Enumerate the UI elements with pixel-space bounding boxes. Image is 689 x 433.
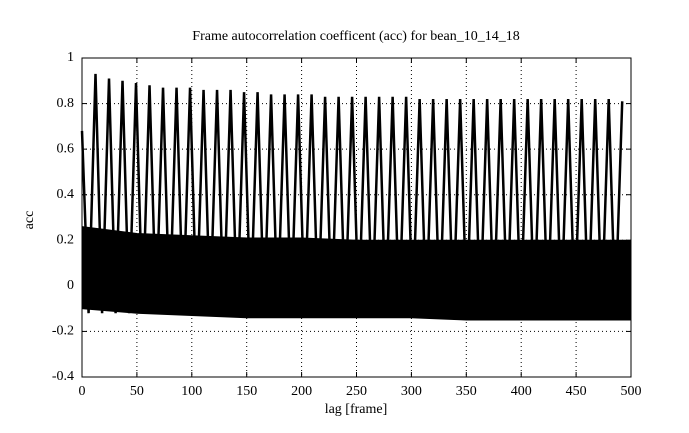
x-axis-label: lag [frame] bbox=[325, 402, 388, 417]
x-tick-label: 150 bbox=[236, 384, 257, 399]
x-tick-label: 300 bbox=[401, 384, 422, 399]
x-tick-label: 100 bbox=[181, 384, 202, 399]
chart-title: Frame autocorrelation coefficent (acc) f… bbox=[192, 29, 519, 44]
x-tick-label: 350 bbox=[456, 384, 477, 399]
x-tick-label: 200 bbox=[291, 384, 312, 399]
y-tick-label: 0 bbox=[67, 278, 74, 293]
y-tick-label: 1 bbox=[67, 50, 74, 65]
y-tick-label: -0.4 bbox=[52, 369, 74, 384]
x-tick-label: 450 bbox=[566, 384, 587, 399]
x-tick-label: 250 bbox=[346, 384, 367, 399]
acc-line bbox=[80, 73, 624, 314]
y-tick-label: -0.2 bbox=[52, 324, 74, 339]
y-tick-label: 0.4 bbox=[57, 187, 75, 202]
y-axis-label: acc bbox=[22, 211, 37, 230]
x-tick-label: 500 bbox=[621, 384, 642, 399]
y-tick-label: 0.6 bbox=[57, 141, 75, 156]
x-tick-label: 50 bbox=[130, 384, 144, 399]
x-tick-label: 0 bbox=[79, 384, 86, 399]
x-tick-label: 400 bbox=[511, 384, 532, 399]
y-tick-label: 0.8 bbox=[57, 96, 75, 111]
y-tick-label: 0.2 bbox=[57, 233, 75, 248]
